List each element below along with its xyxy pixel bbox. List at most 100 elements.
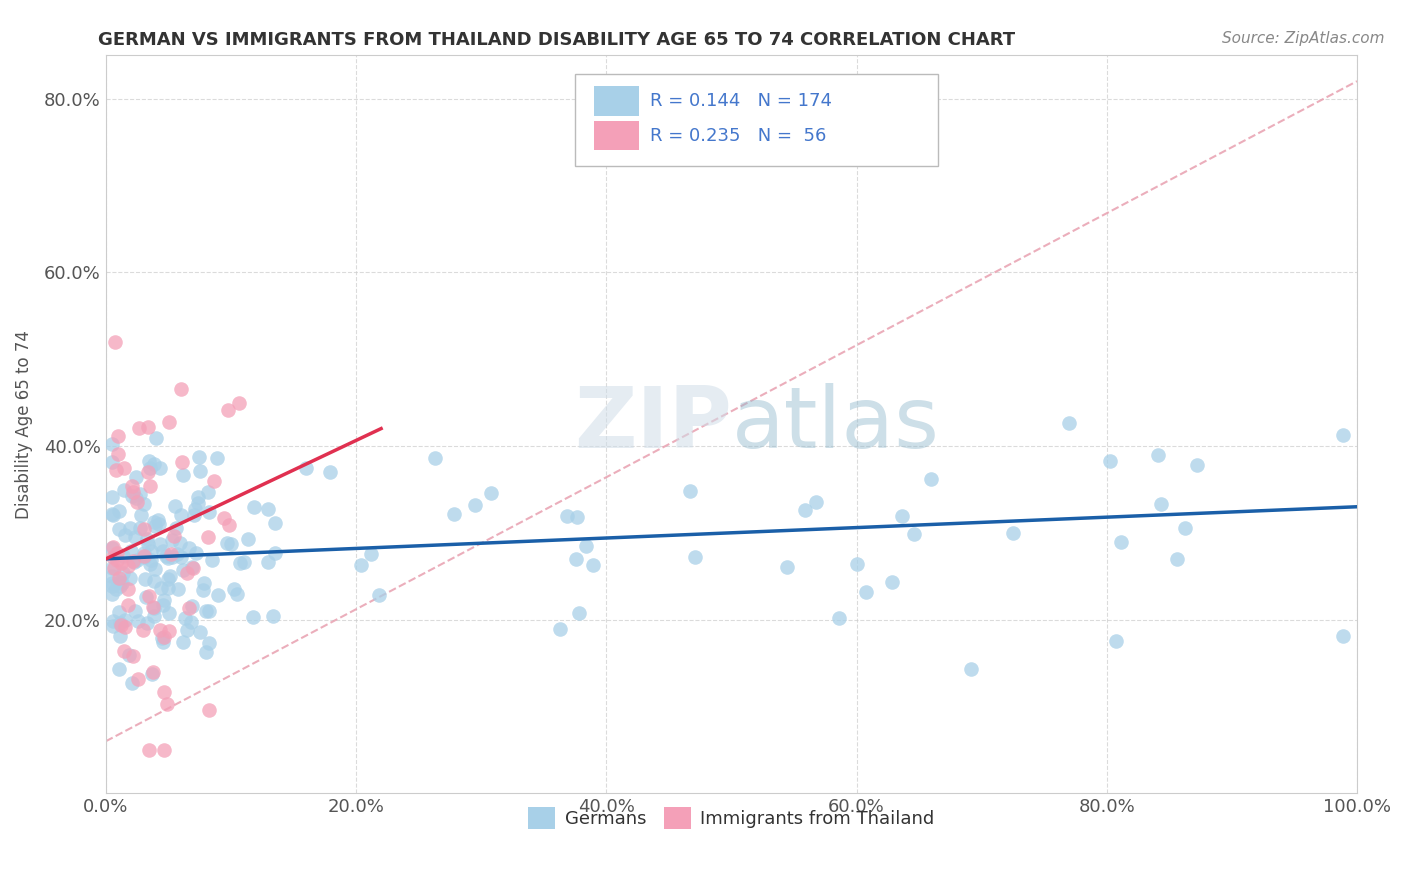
Point: [218, 518, 240, 533]
Point: [188, 625, 211, 640]
Point: [166, 547, 188, 561]
Point: [195, 604, 218, 618]
Point: [1001, 525, 1024, 540]
Point: [198, 604, 221, 618]
Point: [143, 574, 166, 588]
FancyBboxPatch shape: [593, 120, 638, 151]
Point: [197, 505, 219, 519]
Point: [846, 557, 869, 571]
Point: [294, 460, 316, 475]
Point: [108, 605, 131, 619]
Point: [228, 396, 250, 410]
Point: [114, 527, 136, 541]
Point: [135, 532, 157, 546]
Point: [125, 553, 148, 567]
Point: [145, 431, 167, 445]
Point: [112, 566, 135, 581]
Point: [121, 489, 143, 503]
Point: [135, 590, 157, 604]
Point: [124, 491, 146, 506]
Point: [117, 582, 139, 597]
Point: [136, 466, 159, 480]
Point: [121, 554, 143, 568]
Point: [112, 549, 135, 563]
Point: [124, 469, 146, 483]
Point: [193, 575, 215, 590]
FancyBboxPatch shape: [575, 74, 938, 166]
Point: [101, 561, 124, 575]
Point: [136, 537, 159, 551]
Point: [105, 553, 128, 567]
Point: [215, 535, 238, 549]
Point: [118, 521, 141, 535]
Point: [107, 572, 129, 586]
Point: [132, 497, 155, 511]
Point: [132, 549, 155, 563]
Point: [110, 556, 132, 570]
Point: [105, 582, 128, 596]
Y-axis label: Disability Age 65 to 74: Disability Age 65 to 74: [15, 330, 32, 518]
Point: [121, 649, 143, 664]
Point: [464, 498, 486, 512]
Point: [828, 611, 851, 625]
Point: [101, 490, 124, 504]
Point: [188, 450, 211, 465]
Point: [101, 568, 124, 582]
Point: [159, 569, 181, 583]
Point: [1166, 551, 1188, 566]
Point: [205, 450, 228, 465]
Point: [169, 508, 191, 522]
Point: [142, 457, 165, 471]
Point: [172, 635, 194, 649]
FancyBboxPatch shape: [593, 87, 638, 116]
Point: [891, 508, 914, 523]
Point: [165, 521, 187, 535]
Point: [181, 560, 204, 574]
Point: [101, 508, 124, 522]
Point: [111, 576, 134, 591]
Point: [141, 553, 163, 567]
Text: R = 0.144   N = 174: R = 0.144 N = 174: [650, 92, 832, 110]
Point: [197, 485, 219, 500]
Point: [264, 546, 287, 560]
Point: [129, 508, 152, 523]
Point: [124, 555, 146, 569]
Point: [149, 624, 172, 638]
Point: [159, 624, 181, 638]
Point: [112, 461, 135, 475]
Point: [156, 572, 179, 586]
Point: [101, 541, 124, 555]
Point: [101, 579, 124, 593]
Point: [138, 461, 160, 475]
Point: [181, 599, 204, 614]
Point: [146, 512, 169, 526]
Point: [156, 697, 179, 711]
Point: [176, 623, 198, 637]
Point: [582, 558, 605, 573]
Text: Source: ZipAtlas.com: Source: ZipAtlas.com: [1222, 31, 1385, 46]
Point: [555, 508, 578, 523]
Point: [110, 574, 132, 589]
Point: [198, 703, 221, 717]
Point: [128, 421, 150, 435]
Point: [101, 614, 124, 628]
Point: [118, 648, 141, 663]
Point: [187, 491, 209, 505]
Point: [1331, 629, 1354, 643]
Point: [183, 508, 205, 522]
Point: [139, 479, 162, 493]
Point: [806, 495, 828, 509]
Point: [1099, 454, 1122, 468]
Point: [152, 743, 174, 757]
Point: [1331, 428, 1354, 442]
Point: [134, 572, 156, 586]
Point: [172, 563, 194, 577]
Point: [186, 546, 208, 560]
Point: [105, 546, 128, 560]
Point: [194, 645, 217, 659]
Point: [188, 464, 211, 478]
Point: [138, 558, 160, 572]
Point: [1057, 416, 1080, 430]
Point: [242, 500, 264, 515]
Point: [136, 420, 159, 434]
